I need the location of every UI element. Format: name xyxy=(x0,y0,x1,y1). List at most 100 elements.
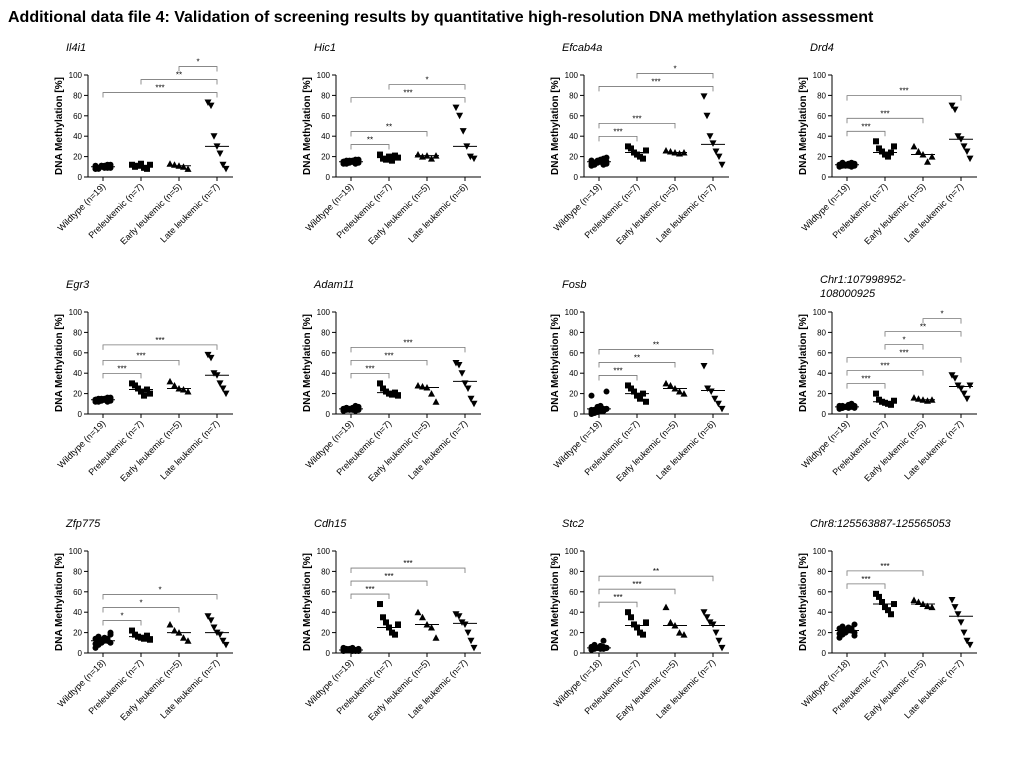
significance-label: *** xyxy=(861,575,870,584)
y-tick-label: 40 xyxy=(817,369,826,378)
y-tick-label: 100 xyxy=(317,71,331,80)
data-point xyxy=(129,627,135,634)
data-point xyxy=(207,102,215,110)
data-point xyxy=(470,644,478,652)
y-tick-label: 80 xyxy=(321,328,330,337)
significance-bracket xyxy=(350,131,428,137)
data-point xyxy=(873,138,879,145)
data-point xyxy=(377,151,383,158)
y-tick-label: 0 xyxy=(574,410,579,419)
data-point xyxy=(135,385,141,392)
y-tick-label: 40 xyxy=(321,608,330,617)
significance-bracket xyxy=(388,84,466,90)
data-point xyxy=(180,386,187,393)
y-tick-label: 40 xyxy=(73,132,82,141)
y-tick-label: 40 xyxy=(569,132,578,141)
data-point xyxy=(171,627,178,634)
data-point xyxy=(464,629,472,637)
data-point xyxy=(951,604,959,611)
data-point xyxy=(467,637,475,645)
data-point xyxy=(452,611,460,618)
data-point xyxy=(355,157,362,164)
data-point xyxy=(963,395,971,403)
significance-bracket xyxy=(102,620,142,626)
y-tick-label: 60 xyxy=(73,112,82,121)
data-point xyxy=(836,162,843,169)
data-point xyxy=(432,634,440,641)
data-point xyxy=(380,614,386,621)
y-tick-label: 100 xyxy=(565,308,579,317)
data-point xyxy=(706,619,714,626)
y-tick-label: 60 xyxy=(321,588,330,597)
data-point xyxy=(634,392,640,399)
data-point xyxy=(643,619,649,626)
data-point xyxy=(680,390,688,397)
data-point xyxy=(836,404,843,411)
panel-title: Hic1 xyxy=(314,42,336,54)
data-point xyxy=(662,379,670,387)
y-tick-label: 100 xyxy=(317,308,331,317)
data-point xyxy=(147,390,153,397)
panel-title: Chr1:107998952- xyxy=(820,274,906,286)
data-point xyxy=(714,400,722,408)
data-point xyxy=(414,608,422,616)
y-axis-label: DNA Methylation [%] xyxy=(302,77,313,175)
data-point xyxy=(414,151,422,158)
y-tick-label: 60 xyxy=(569,349,578,358)
data-point xyxy=(963,148,971,155)
significance-label: *** xyxy=(899,349,908,358)
significance-bracket xyxy=(846,95,962,101)
data-point xyxy=(428,390,435,397)
data-point xyxy=(718,644,726,652)
data-point xyxy=(948,596,956,604)
significance-bracket xyxy=(846,370,924,376)
y-axis-label: DNA Methylation [%] xyxy=(798,77,809,175)
significance-bracket xyxy=(140,79,218,85)
panel-title: Il4i1 xyxy=(66,42,86,54)
data-point xyxy=(414,381,422,389)
significance-label: ** xyxy=(367,136,373,145)
data-point xyxy=(466,153,474,161)
data-point xyxy=(676,629,683,636)
significance-label: *** xyxy=(651,77,660,86)
data-point xyxy=(631,388,637,395)
y-tick-label: 40 xyxy=(73,608,82,617)
y-tick-label: 60 xyxy=(817,588,826,597)
panel-title: Zfp775 xyxy=(65,518,101,530)
data-point xyxy=(963,637,971,645)
data-point xyxy=(588,406,595,413)
data-point xyxy=(383,156,389,163)
data-point xyxy=(640,631,646,638)
data-point xyxy=(885,153,891,160)
significance-bracket xyxy=(350,347,466,353)
significance-label: *** xyxy=(403,338,412,347)
significance-label: *** xyxy=(899,87,908,96)
data-point xyxy=(637,395,643,402)
data-point xyxy=(458,370,466,377)
panel-title: Egr3 xyxy=(66,279,90,291)
data-point xyxy=(700,609,708,616)
significance-label: *** xyxy=(403,89,412,98)
significance-bracket xyxy=(846,383,886,389)
significance-label: *** xyxy=(861,122,870,131)
y-tick-label: 100 xyxy=(69,547,83,556)
data-point xyxy=(144,632,150,639)
significance-label: *** xyxy=(384,351,393,360)
data-point xyxy=(166,160,174,167)
data-point xyxy=(628,145,634,152)
data-point xyxy=(634,624,640,631)
data-point xyxy=(432,398,440,405)
data-point xyxy=(631,621,637,628)
data-point xyxy=(640,155,646,162)
y-tick-label: 60 xyxy=(817,112,826,121)
panel-title: Cdh15 xyxy=(314,518,347,530)
y-tick-label: 0 xyxy=(326,173,331,182)
data-point xyxy=(603,388,610,395)
data-point xyxy=(147,161,153,168)
data-point xyxy=(625,382,631,389)
figure-title: Additional data file 4: Validation of sc… xyxy=(8,9,874,26)
y-tick-label: 40 xyxy=(73,369,82,378)
